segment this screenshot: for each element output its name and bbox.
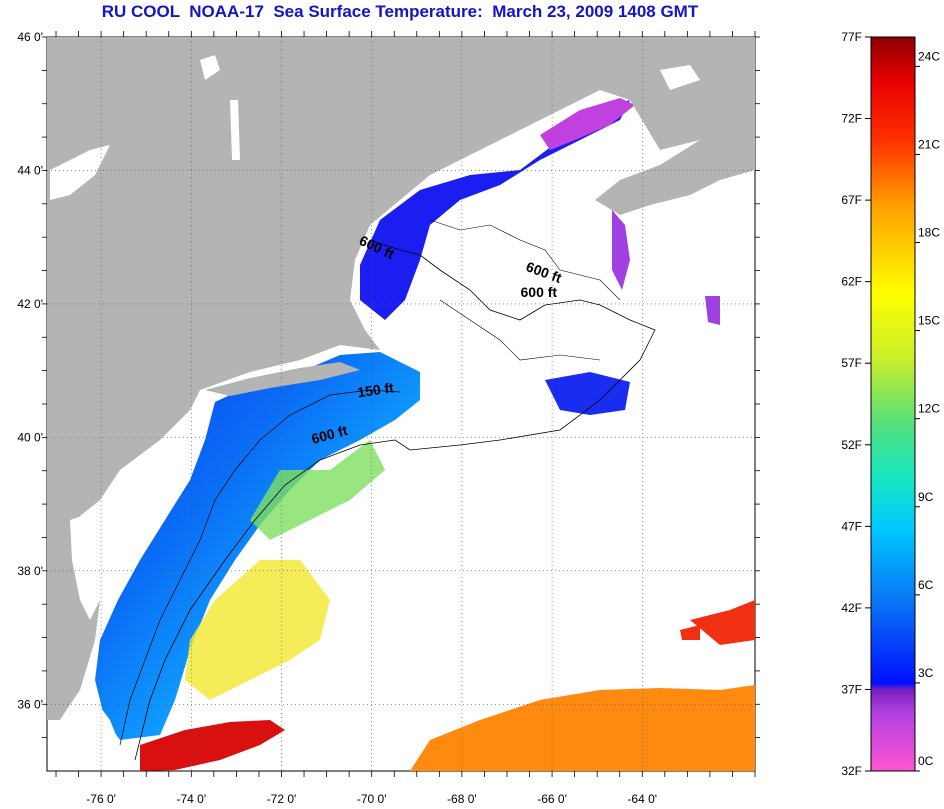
shelf-water-warm	[185, 560, 330, 700]
land-delmarva	[70, 515, 100, 620]
land-us-mainland	[47, 37, 755, 720]
scotian-purple	[612, 210, 720, 325]
lat-label: 38 0'	[17, 564, 43, 578]
land-long-island	[205, 362, 360, 396]
lon-label: -76 0'	[86, 792, 116, 806]
lon-label: -70 0'	[357, 792, 387, 806]
colorbar-c-label: 18C	[918, 226, 940, 240]
isobath-150ft	[119, 389, 401, 746]
lat-label: 44 0'	[17, 163, 43, 177]
shelf-water-cool	[95, 352, 420, 740]
isobath-label: 600 ft	[521, 284, 558, 300]
lat-label: 36 0'	[17, 697, 43, 711]
lat-label: 46 0'	[17, 30, 43, 44]
colorbar-c-label: 24C	[918, 49, 940, 63]
colorbar	[870, 36, 916, 772]
colorbar-f-label: 67F	[841, 193, 862, 207]
lon-label: -74 0'	[176, 792, 206, 806]
lon-label: -68 0'	[447, 792, 477, 806]
colorbar-f-label: 37F	[841, 682, 862, 696]
longitude-labels: -76 0' -74 0' -72 0' -70 0' -68 0' -66 0' -64 …	[86, 792, 657, 806]
colorbar-celsius-labels: 24C 21C 18C 15C 12C 9C 6C 3C 0C	[915, 49, 940, 772]
colorbar-c-label: 0C	[918, 754, 934, 768]
colorbar-f-label: 32F	[841, 764, 862, 778]
map-title: RU COOL NOAA-17 Sea Surface Temperature:…	[101, 2, 699, 21]
lat-label: 42 0'	[17, 297, 43, 311]
colorbar-c-label: 9C	[918, 490, 934, 504]
colorbar-c-label: 15C	[918, 314, 940, 328]
colorbar-f-label: 62F	[841, 275, 862, 289]
graticule	[42, 31, 760, 777]
colorbar-c-label: 21C	[918, 137, 940, 151]
latitude-labels: 46 0' 44 0' 42 0' 40 0' 38 0' 36 0'	[17, 30, 43, 711]
lon-label: -72 0'	[267, 792, 297, 806]
shelf-water-green	[250, 440, 385, 540]
gulf-stream-red	[140, 720, 285, 771]
isobath-gom	[429, 219, 621, 361]
georges-blue	[545, 372, 630, 415]
colorbar-f-label: 77F	[841, 30, 862, 44]
colorbar-f-label: 52F	[841, 438, 862, 452]
colorbar-f-label: 47F	[841, 519, 862, 533]
colorbar-f-label: 57F	[841, 356, 862, 370]
isobath-label: 150 ft	[356, 379, 395, 400]
lat-label: 40 0'	[17, 430, 43, 444]
land-nova-scotia	[595, 125, 755, 215]
isobath-600ft	[134, 239, 656, 761]
lon-label: -66 0'	[537, 792, 567, 806]
lon-label: -64 0'	[627, 792, 657, 806]
colorbar-f-label: 42F	[841, 601, 862, 615]
land-nc-sounds	[55, 690, 120, 760]
east-red-patches	[680, 600, 755, 645]
south-orange	[410, 685, 755, 771]
colorbar-c-label: 12C	[918, 402, 940, 416]
bay-of-fundy-purple	[540, 98, 635, 150]
colorbar-fahrenheit-labels: 77F 72F 67F 62F 57F 52F 47F 42F 37F 32F	[841, 30, 871, 778]
colorbar-f-label: 72F	[841, 112, 862, 126]
colorbar-c-label: 6C	[918, 578, 934, 592]
colorbar-c-label: 3C	[918, 666, 934, 680]
